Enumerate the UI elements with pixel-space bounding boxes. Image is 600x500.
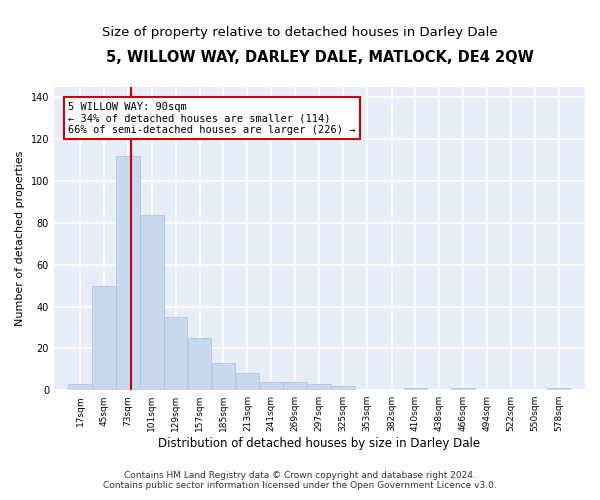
- Bar: [547, 388, 571, 390]
- Bar: [188, 338, 211, 390]
- Bar: [116, 156, 140, 390]
- Bar: [140, 214, 164, 390]
- Bar: [283, 382, 307, 390]
- Text: Contains HM Land Registry data © Crown copyright and database right 2024.
Contai: Contains HM Land Registry data © Crown c…: [103, 470, 497, 490]
- Text: Size of property relative to detached houses in Darley Dale: Size of property relative to detached ho…: [102, 26, 498, 39]
- Y-axis label: Number of detached properties: Number of detached properties: [15, 151, 25, 326]
- Title: 5, WILLOW WAY, DARLEY DALE, MATLOCK, DE4 2QW: 5, WILLOW WAY, DARLEY DALE, MATLOCK, DE4…: [106, 50, 533, 65]
- Bar: [404, 388, 427, 390]
- Bar: [236, 374, 259, 390]
- Bar: [451, 388, 475, 390]
- Bar: [331, 386, 355, 390]
- Bar: [164, 317, 187, 390]
- Bar: [212, 363, 235, 390]
- Bar: [307, 384, 331, 390]
- Text: 5 WILLOW WAY: 90sqm
← 34% of detached houses are smaller (114)
66% of semi-detac: 5 WILLOW WAY: 90sqm ← 34% of detached ho…: [68, 102, 356, 135]
- Bar: [260, 382, 283, 390]
- Bar: [92, 286, 116, 390]
- X-axis label: Distribution of detached houses by size in Darley Dale: Distribution of detached houses by size …: [158, 437, 481, 450]
- Bar: [68, 384, 92, 390]
